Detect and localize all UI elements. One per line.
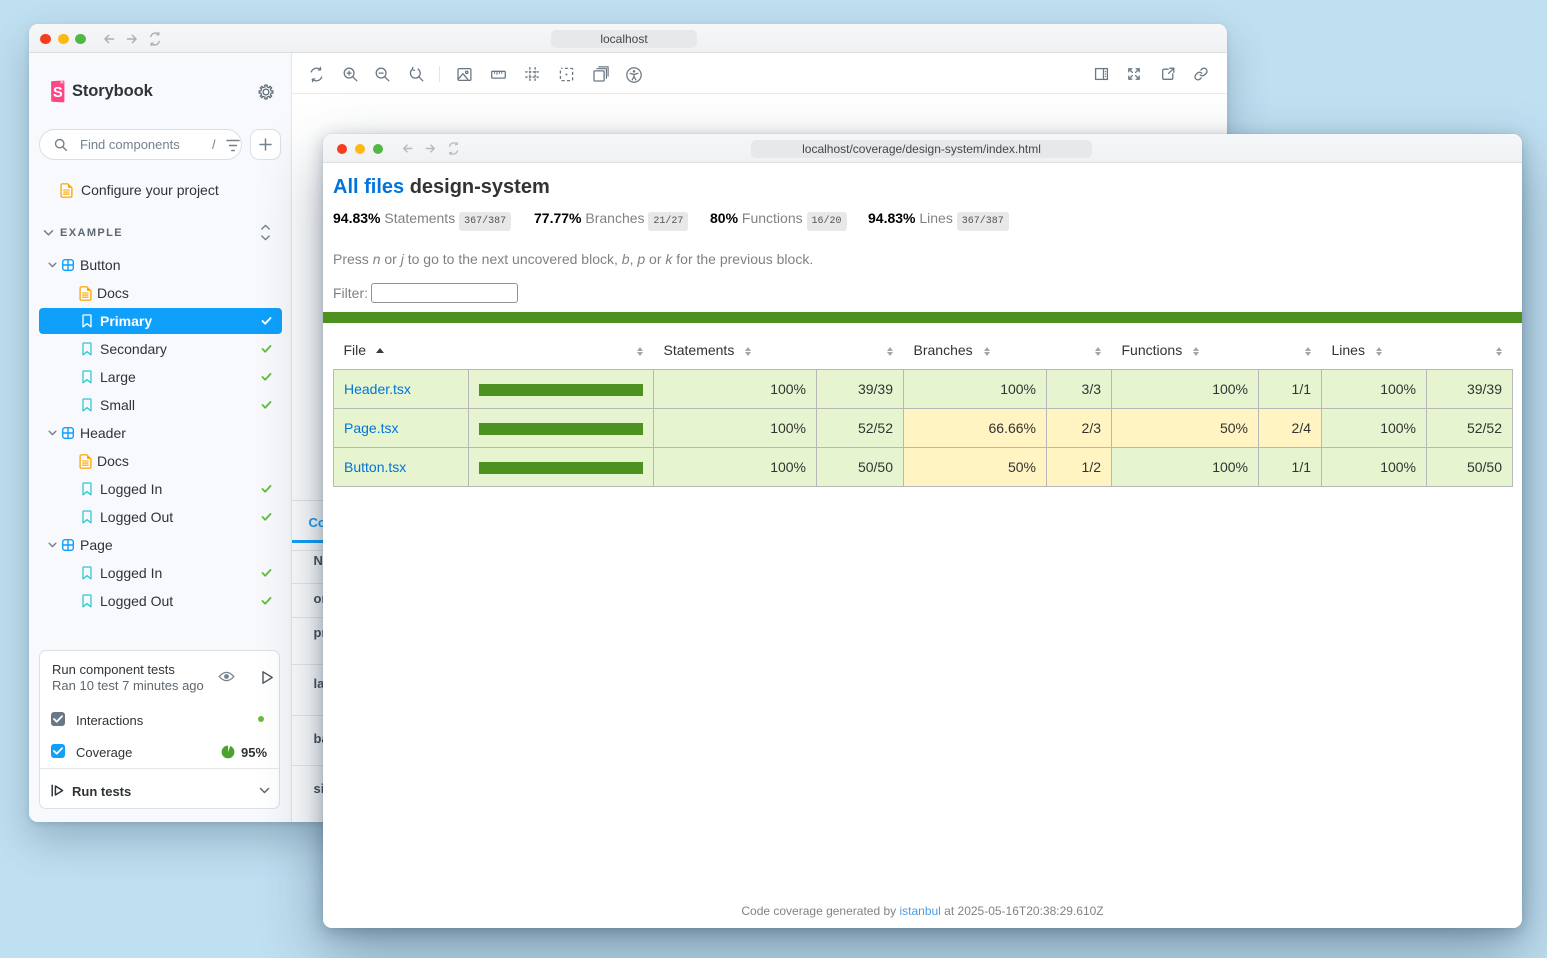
svg-text:S: S: [53, 85, 63, 101]
